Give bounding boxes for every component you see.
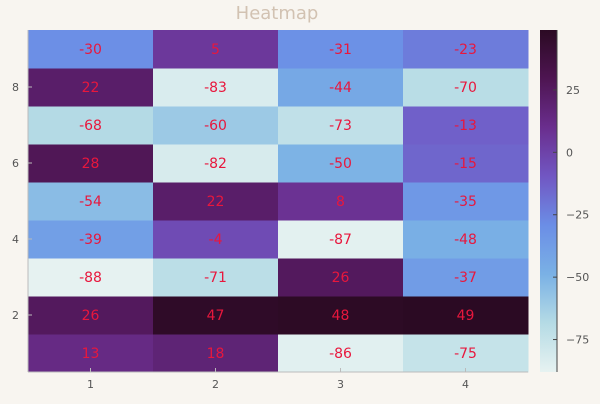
y-tick-label: 6 [12, 157, 19, 170]
heatmap-cell [278, 258, 404, 297]
cell-value-label: 13 [82, 346, 100, 362]
heatmap-cell [28, 220, 154, 259]
y-tick-label: 4 [12, 233, 19, 246]
cell-value-label: -13 [454, 118, 477, 134]
cell-value-label: -30 [79, 42, 102, 58]
heatmap-cell [153, 296, 279, 335]
heatmap-cell [278, 30, 404, 69]
heatmap-cell [28, 334, 154, 373]
colorbar: 25 0 −25 −50 −75 [540, 30, 589, 372]
heatmap-cell [403, 220, 529, 259]
cell-value-label: -60 [204, 118, 227, 134]
heatmap-cell [28, 144, 154, 183]
cell-value-label: 26 [332, 270, 350, 286]
x-tick-label: 2 [212, 378, 219, 391]
cell-value-label: 47 [207, 308, 225, 324]
cell-value-label: -68 [79, 118, 102, 134]
heatmap-cell [403, 30, 529, 69]
cell-value-label: -35 [454, 194, 477, 210]
heatmap-cell [153, 30, 279, 69]
cell-value-label: -4 [209, 232, 223, 248]
colorbar-gradient [540, 30, 557, 372]
cell-value-label: -39 [79, 232, 102, 248]
cell-value-label: -50 [329, 156, 352, 172]
colorbar-tick-label: −75 [566, 334, 589, 347]
cell-value-label: -48 [454, 232, 477, 248]
heatmap-cell [403, 144, 529, 183]
cell-value-label: -44 [329, 80, 352, 96]
cell-value-label: 26 [82, 308, 100, 324]
cell-value-label: -71 [204, 270, 227, 286]
heatmap-cell [153, 258, 279, 297]
heatmap-cell [28, 258, 154, 297]
cell-value-label: -70 [454, 80, 477, 96]
heatmap-cell [403, 182, 529, 221]
heatmap-cell [278, 106, 404, 145]
cell-value-label: -54 [79, 194, 102, 210]
heatmap-cell [403, 334, 529, 373]
heatmap-axes: 1 2 3 4 2 4 6 8 [12, 30, 528, 391]
chart-title: Heatmap [236, 3, 319, 24]
heatmap-cell [153, 68, 279, 107]
y-tick-label: 8 [12, 81, 19, 94]
heatmap-cell [403, 296, 529, 335]
heatmap-cell [153, 220, 279, 259]
cell-value-label: -82 [204, 156, 227, 172]
cell-value-label: -88 [79, 270, 102, 286]
cell-value-label: 8 [336, 194, 345, 210]
cell-value-label: 22 [207, 194, 225, 210]
heatmap-cell [153, 334, 279, 373]
x-tick-label: 1 [87, 378, 94, 391]
heatmap-cells [28, 30, 529, 373]
cell-value-label: -83 [204, 80, 227, 96]
colorbar-tick-label: 0 [566, 146, 573, 159]
cell-value-label: -15 [454, 156, 477, 172]
y-tick-label: 2 [12, 309, 19, 322]
heatmap-cell [278, 334, 404, 373]
heatmap-cell [153, 182, 279, 221]
heatmap-cell [403, 68, 529, 107]
cell-value-label: 48 [332, 308, 350, 324]
colorbar-tick-label: −25 [566, 209, 589, 222]
x-tick-label: 3 [337, 378, 344, 391]
cell-value-label: -75 [454, 346, 477, 362]
cell-value-label: 49 [457, 308, 475, 324]
cell-value-label: 18 [207, 346, 225, 362]
cell-value-label: -86 [329, 346, 352, 362]
heatmap-cell [28, 68, 154, 107]
cell-value-label: 28 [82, 156, 100, 172]
heatmap-cell [278, 220, 404, 259]
heatmap-cell [278, 68, 404, 107]
x-tick-label: 4 [462, 378, 469, 391]
heatmap-cell [403, 106, 529, 145]
colorbar-tick-label: −50 [566, 271, 589, 284]
heatmap-cell [278, 296, 404, 335]
heatmap-cell [28, 106, 154, 145]
heatmap-cell [153, 144, 279, 183]
heatmap-cell [403, 258, 529, 297]
heatmap-cell [153, 106, 279, 145]
heatmap-cell [278, 182, 404, 221]
cell-value-label: -31 [329, 42, 352, 58]
heatmap-cell [28, 296, 154, 335]
colorbar-tick-label: 25 [566, 84, 580, 97]
heatmap-cell [278, 144, 404, 183]
heatmap-cell [28, 182, 154, 221]
cell-value-label: 22 [82, 80, 100, 96]
cell-value-label: -73 [329, 118, 352, 134]
heatmap-annotations: 13 18 -86 -75 26 47 48 49 -88 -71 26 -37 -39 -4 -87 -48… [79, 42, 477, 362]
cell-value-label: -23 [454, 42, 477, 58]
heatmap-cell [28, 30, 154, 69]
cell-value-label: 5 [211, 42, 220, 58]
cell-value-label: -87 [329, 232, 352, 248]
cell-value-label: -37 [454, 270, 477, 286]
